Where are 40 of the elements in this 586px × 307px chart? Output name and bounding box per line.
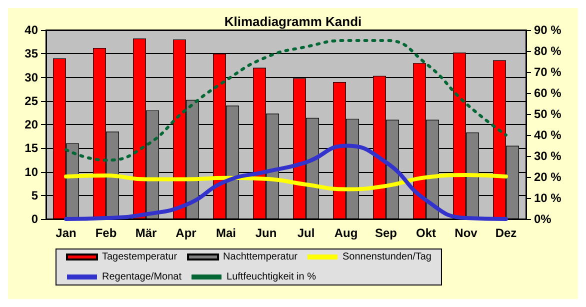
x-tick-label: Dez: [495, 226, 517, 240]
x-tick-label: Jul: [297, 226, 315, 240]
y2-tick-label: 30 %: [534, 149, 562, 163]
line-series: [64, 39, 508, 162]
x-tick-label: Nov: [454, 226, 478, 240]
x-tick-label: Mai: [216, 226, 236, 240]
x-tick-label: Aug: [334, 226, 358, 240]
x-tick-label: Mär: [135, 226, 157, 240]
legend-label: Tagestemperatur: [102, 252, 178, 262]
y2-tick-label: 80 %: [534, 44, 562, 58]
y-tick-label: 20: [24, 118, 38, 132]
y-tick-label: 30: [24, 70, 38, 84]
x-tick-label: Okt: [416, 226, 436, 240]
y-tick-label: 40: [24, 23, 38, 37]
legend-label: Regentage/Monat: [102, 272, 182, 282]
line-series: [64, 173, 508, 192]
y2-tick-label: 90 %: [534, 23, 562, 37]
y-tick-label: 25: [24, 94, 38, 108]
legend-label: Sonnenstunden/Tag: [342, 252, 432, 262]
line-series: [64, 144, 508, 221]
legend-label: Luftfeuchtigkeit in %: [226, 272, 316, 282]
chart-title: Klimadiagramm Kandi: [224, 14, 362, 29]
x-tick-label: Feb: [95, 226, 117, 240]
x-tick-label: Jan: [56, 226, 76, 240]
y-tick-label: 5: [31, 188, 38, 202]
x-tick-label: Jun: [255, 226, 277, 240]
y-tick-label: 10: [24, 164, 38, 179]
x-tick-label: Sep: [374, 226, 398, 240]
y-tick-label: 35: [24, 46, 38, 61]
legend-label: Nachttemperatur: [223, 252, 298, 262]
y2-tick-label: 40 %: [534, 128, 562, 142]
y2-tick-label: 70 %: [534, 65, 562, 79]
y2-tick-label: 60 %: [534, 86, 562, 100]
y2-tick-label: 20 %: [534, 170, 562, 184]
y2-tick-label: 0%: [534, 212, 552, 226]
x-tick-label: Apr: [176, 226, 197, 240]
y2-tick-label: 50 %: [534, 107, 562, 121]
y-tick-label: 0: [31, 212, 38, 226]
y2-tick-label: 10 %: [534, 191, 562, 205]
y-tick-label: 15: [24, 141, 38, 156]
